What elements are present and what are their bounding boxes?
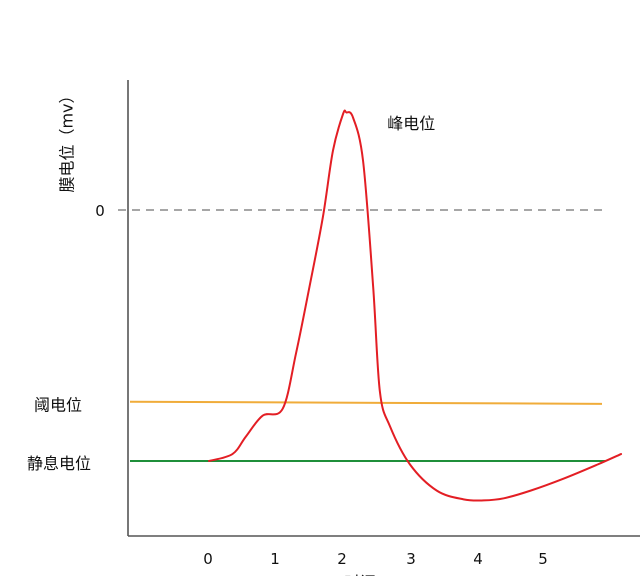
resting-potential-label: 静息电位 (27, 454, 91, 473)
x-tick-label-3: 3 (406, 550, 416, 568)
threshold-label: 阈电位 (34, 396, 82, 415)
x-axis-label: 时间 (344, 573, 376, 576)
x-tick-label-5: 5 (538, 550, 548, 568)
zero-reference-label: 0 (95, 202, 105, 220)
peak-potential-label: 峰电位 (387, 114, 435, 133)
x-tick-label-2: 2 (337, 550, 347, 568)
x-tick-label-4: 4 (473, 550, 483, 568)
x-tick-label-1: 1 (270, 550, 280, 568)
x-tick-label-0: 0 (203, 550, 213, 568)
threshold-line (129, 400, 603, 405)
y-axis-label: 膜电位（mv） (58, 87, 77, 192)
x-tick-labels: 0 1 2 3 4 5 (203, 550, 548, 568)
action-potential-curve (208, 109, 623, 502)
